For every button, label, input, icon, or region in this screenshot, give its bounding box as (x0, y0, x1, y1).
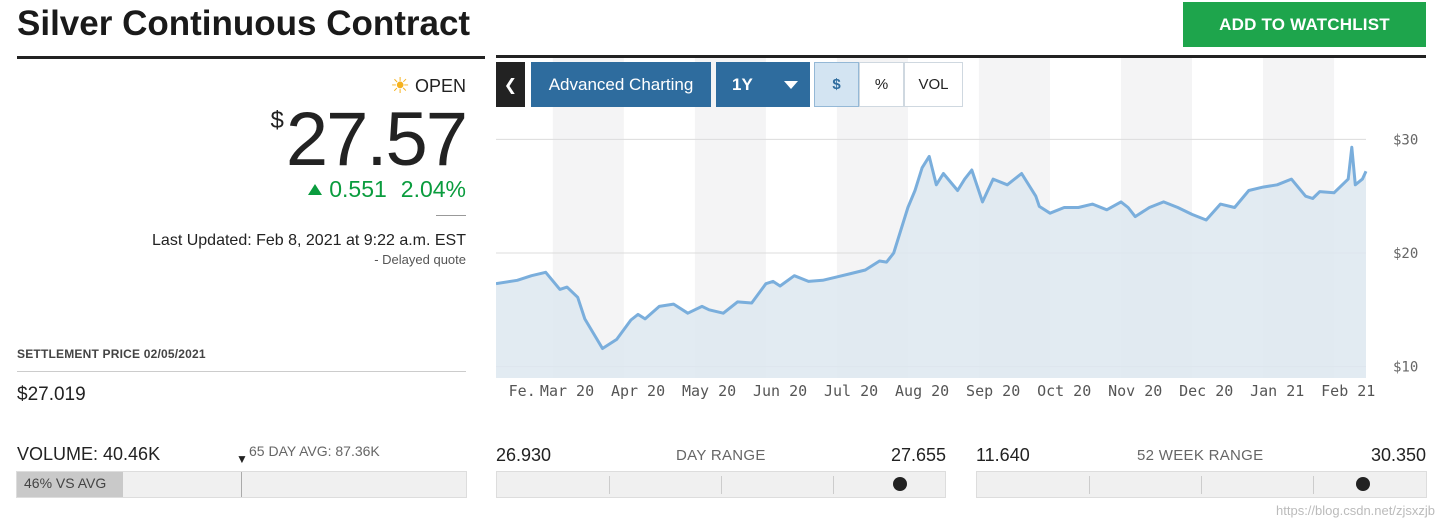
week52-range-marker (1356, 477, 1371, 491)
currency-symbol: $ (270, 107, 284, 134)
price-line (496, 145, 1368, 350)
page-title: Silver Continuous Contract (17, 4, 471, 43)
volume-avg-marker (241, 472, 242, 497)
settlement-label: SETTLEMENT PRICE 02/05/2021 (17, 347, 206, 361)
settlement-divider (17, 371, 466, 372)
x-tick-label: Jun 20 (753, 382, 807, 400)
x-tick-label: May 20 (682, 382, 736, 400)
range-tick (1089, 476, 1090, 494)
last-updated: Last Updated: Feb 8, 2021 at 9:22 a.m. E… (152, 232, 466, 249)
volume-vs-avg-label: 46% VS AVG (24, 475, 107, 491)
day-range-high: 27.655 (890, 445, 946, 465)
mode-percent-button[interactable]: % (859, 62, 904, 107)
x-tick-label: Feb 21 (1321, 382, 1375, 400)
volume-bar: 46% VS AVG (16, 471, 467, 498)
x-tick-label: Jul 20 (824, 382, 878, 400)
week52-range-label: 52 WEEK RANGE (1137, 447, 1264, 464)
day-range-low: 26.930 (496, 445, 552, 465)
price-change: 0.551 2.04% (308, 176, 466, 203)
volume-bar-fill (17, 472, 123, 497)
day-range-label: DAY RANGE (676, 447, 766, 464)
week52-range-low: 11.640 (976, 445, 1030, 465)
range-tick (609, 476, 610, 494)
mode-volume-button[interactable]: VOL (904, 62, 963, 107)
advanced-charting-button[interactable]: Advanced Charting (531, 62, 711, 107)
x-tick-label: Dec 20 (1179, 382, 1233, 400)
chevron-left-icon[interactable]: ❮ (496, 62, 525, 107)
price-chart[interactable]: $30 $20 $10 Fe. Mar 20 Apr 20 May 20 Jun 20 Jul … (496, 58, 1426, 408)
volume-label: VOLUME: 40.46K (17, 444, 161, 464)
sun-icon: ☀ (390, 73, 410, 98)
x-tick-label: Oct 20 (1037, 382, 1091, 400)
time-range-value: 1Y (732, 74, 753, 94)
chevron-down-icon (784, 80, 798, 89)
add-to-watchlist-button[interactable]: ADD TO WATCHLIST (1183, 2, 1426, 47)
last-price: 27.57 (285, 97, 468, 182)
watermark: https://blog.csdn.net/zjsxzjb (1276, 503, 1435, 518)
x-tick-label: Sep 20 (966, 382, 1020, 400)
range-tick (1201, 476, 1202, 494)
x-tick-label: Fe. (509, 382, 536, 400)
delayed-quote-note: - Delayed quote (374, 252, 466, 267)
x-tick-label: Jan 21 (1250, 382, 1304, 400)
time-range-select[interactable]: 1Y (716, 62, 810, 107)
chart-top-divider (496, 55, 1426, 58)
mode-dollar-button[interactable]: $ (814, 62, 859, 107)
change-points: 0.551 (329, 176, 387, 202)
change-divider (436, 215, 466, 216)
range-tick (1313, 476, 1314, 494)
x-tick-label: Apr 20 (611, 382, 665, 400)
week52-range-bar (976, 471, 1427, 498)
market-status: ☀ OPEN (390, 75, 466, 97)
y-tick-label: $20 (1393, 246, 1418, 262)
settlement-value: $27.019 (17, 384, 86, 405)
x-tick-label: Nov 20 (1108, 382, 1162, 400)
up-arrow-icon (308, 184, 323, 195)
header-divider (17, 56, 485, 59)
volume-avg-label: 65 DAY AVG: 87.36K (249, 443, 380, 459)
market-status-label: OPEN (414, 75, 466, 96)
range-tick (721, 476, 722, 494)
change-percent: 2.04% (400, 176, 466, 202)
price-display: $ 27.57 (270, 95, 468, 185)
day-range-marker (893, 477, 908, 491)
y-tick-label: $30 (1393, 132, 1418, 148)
price-area (496, 147, 1366, 378)
range-tick (833, 476, 834, 494)
y-tick-label: $10 (1393, 360, 1418, 376)
week52-range-high: 30.350 (1370, 445, 1426, 465)
chart-toolbar: ❮ Advanced Charting 1Y $ % VOL (496, 62, 963, 107)
x-tick-label: Aug 20 (895, 382, 949, 400)
x-tick-label: Mar 20 (540, 382, 594, 400)
day-range-bar (496, 471, 946, 498)
avg-marker-arrow-icon: ▼ (236, 452, 248, 466)
